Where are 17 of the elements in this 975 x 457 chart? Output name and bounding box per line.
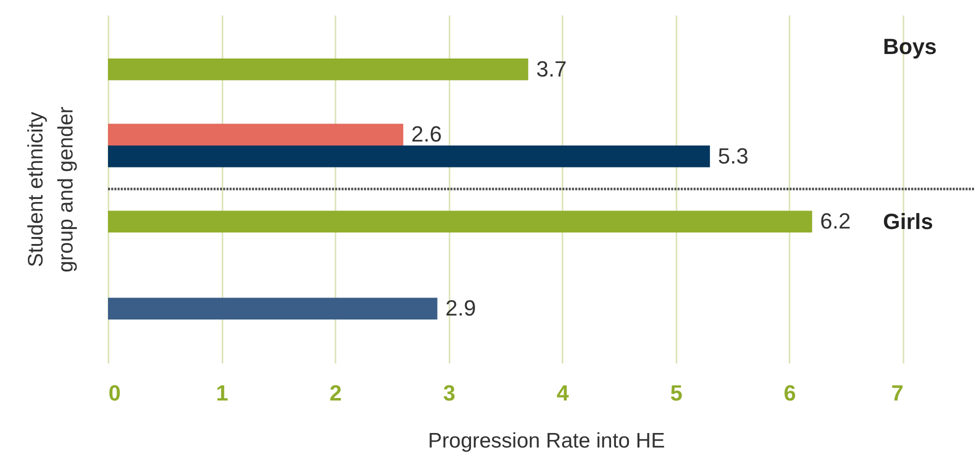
x-tick-label: 3 bbox=[443, 380, 456, 406]
data-label: 3.7 bbox=[536, 56, 567, 82]
data-label: 2.6 bbox=[411, 122, 442, 147]
x-tick-label: 6 bbox=[784, 380, 796, 406]
x-tick-label: 2 bbox=[330, 380, 342, 406]
x-tick-label: 1 bbox=[216, 380, 228, 406]
data-label: 5.3 bbox=[718, 143, 749, 168]
data-label: 2.9 bbox=[445, 296, 476, 321]
annotation: Girls bbox=[883, 209, 934, 234]
x-tick-label: 4 bbox=[556, 380, 570, 406]
x-tick-label: 7 bbox=[891, 380, 904, 406]
x-tick-label: 0 bbox=[108, 380, 121, 406]
annotation: Boys bbox=[883, 34, 937, 59]
y-axis-title: Student ethnicity group and gender bbox=[24, 106, 78, 272]
data-label: 6.2 bbox=[820, 208, 851, 234]
x-axis-title: Progression Rate into HE bbox=[428, 430, 665, 452]
x-tick-label: 5 bbox=[670, 380, 682, 406]
